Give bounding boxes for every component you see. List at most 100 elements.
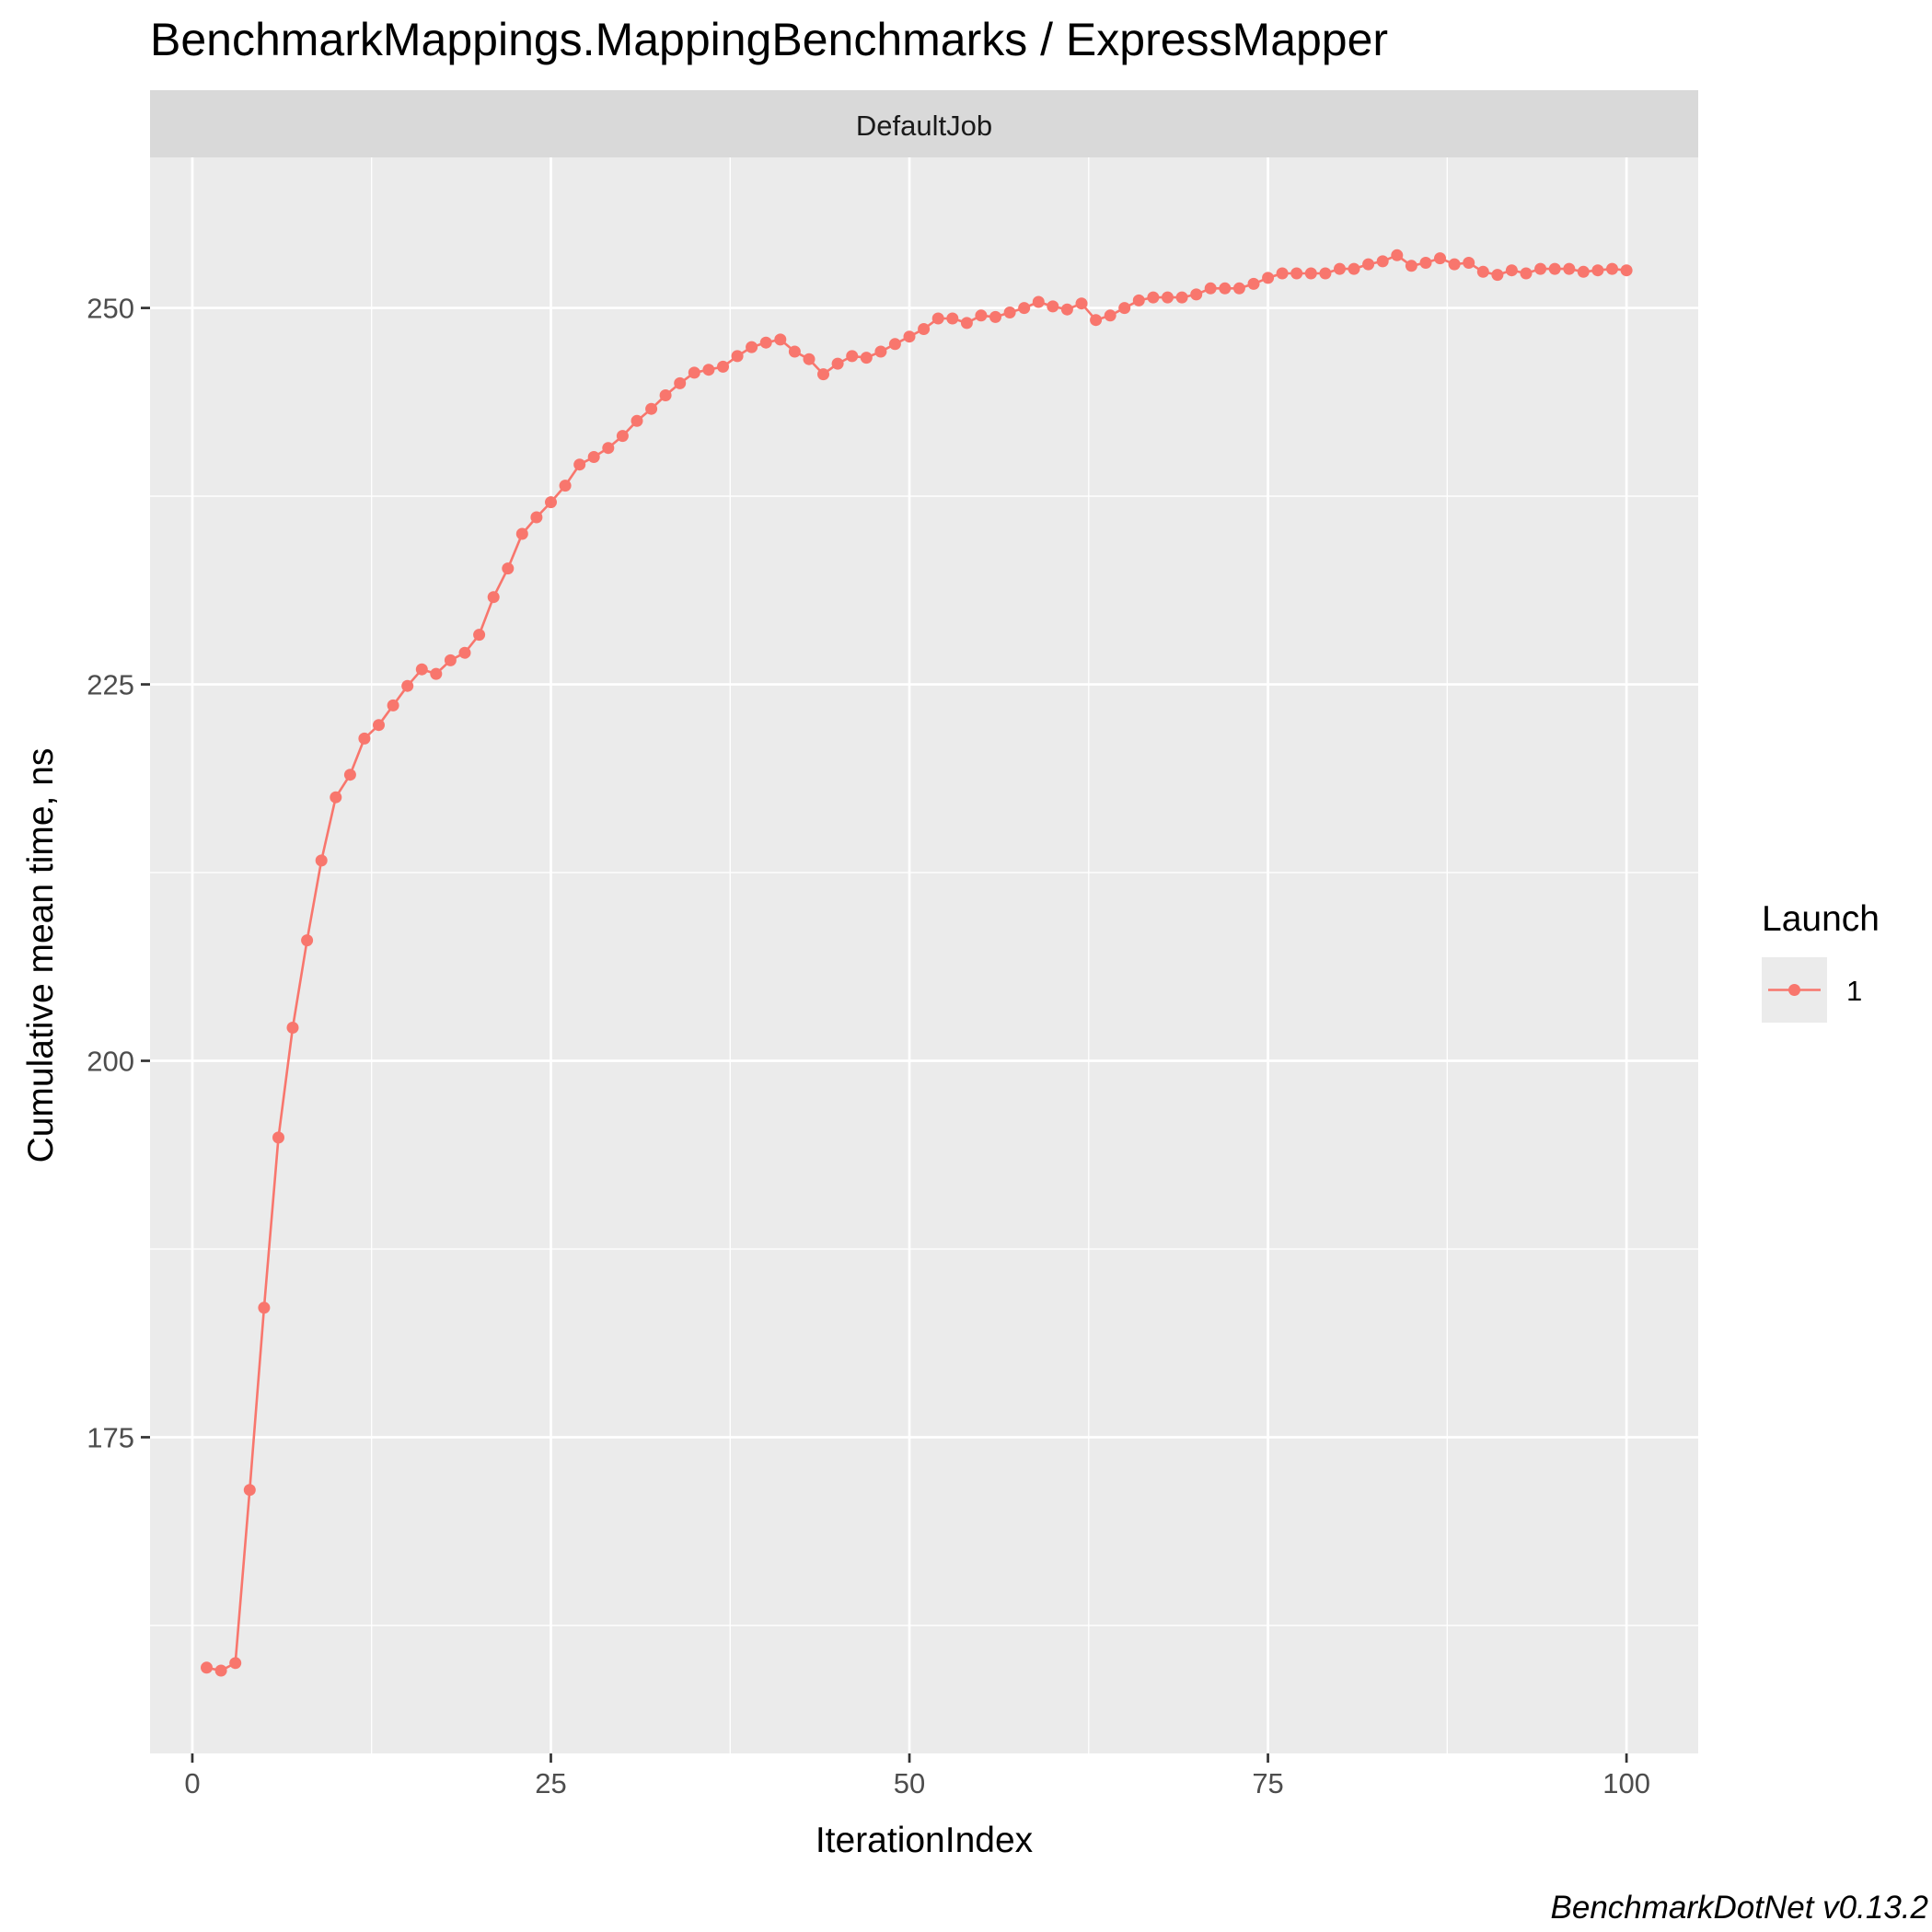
data-point — [373, 719, 385, 732]
data-point — [1104, 309, 1116, 322]
data-point — [931, 312, 944, 325]
data-point — [1118, 302, 1131, 315]
data-point — [387, 699, 399, 711]
data-point — [774, 333, 787, 346]
data-point — [343, 769, 356, 781]
data-point — [1334, 262, 1346, 275]
data-point — [989, 310, 1001, 323]
y-axis-title: Cumulative mean time, ns — [21, 748, 61, 1163]
data-point — [1362, 258, 1375, 271]
data-point — [1290, 267, 1303, 280]
data-point — [1405, 260, 1417, 272]
data-point — [1348, 262, 1360, 275]
data-point — [817, 368, 829, 381]
data-point — [1003, 307, 1016, 318]
legend-key-point — [1788, 984, 1800, 996]
data-point — [201, 1661, 213, 1674]
data-point — [1304, 267, 1317, 280]
x-tick-labels: 0 25 50 75 100 — [184, 1767, 1650, 1799]
data-point — [888, 338, 901, 351]
x-axis-title: IterationIndex — [816, 1821, 1034, 1860]
data-point — [746, 341, 758, 353]
grid-minor — [150, 157, 1698, 1753]
data-point — [1448, 258, 1461, 271]
data-point — [960, 317, 973, 330]
data-point — [1620, 264, 1633, 277]
data-point — [1276, 267, 1289, 280]
data-point — [243, 1484, 256, 1497]
data-point — [559, 480, 572, 492]
data-point — [301, 934, 314, 947]
data-point — [1262, 272, 1275, 284]
data-point — [458, 646, 471, 659]
data-point — [1232, 282, 1245, 295]
facet-strip-label: DefaultJob — [856, 110, 992, 142]
data-point — [587, 451, 600, 463]
data-point — [688, 366, 700, 379]
y-tick-label: 225 — [87, 669, 134, 701]
chart-title: BenchmarkMappings.MappingBenchmarks / Ex… — [150, 14, 1388, 65]
data-point — [1190, 288, 1203, 301]
data-point — [602, 442, 615, 455]
legend-title: Launch — [1762, 899, 1880, 939]
y-tick-label: 200 — [87, 1046, 134, 1078]
data-point — [258, 1301, 271, 1314]
data-point — [1018, 302, 1031, 315]
data-point — [545, 496, 557, 509]
data-point — [502, 562, 515, 575]
data-point — [946, 312, 959, 325]
series-line — [206, 253, 1627, 1672]
y-tick-label: 250 — [87, 293, 134, 325]
data-point — [846, 350, 859, 363]
data-point — [860, 352, 873, 364]
data-point — [674, 376, 687, 389]
data-point — [1147, 291, 1160, 304]
data-point — [1391, 249, 1404, 261]
axis-ticks — [141, 307, 1628, 1763]
data-point — [1032, 295, 1045, 308]
data-point — [1060, 303, 1073, 316]
data-point — [444, 654, 457, 666]
data-point — [286, 1022, 299, 1034]
data-point — [415, 663, 428, 676]
data-point — [1247, 277, 1260, 290]
data-point — [975, 309, 988, 322]
data-point — [903, 330, 916, 343]
data-point — [1319, 267, 1332, 280]
data-point — [759, 336, 772, 349]
y-tick-label: 175 — [87, 1421, 134, 1453]
data-point — [731, 350, 744, 363]
x-tick-label: 75 — [1252, 1767, 1283, 1799]
legend-entry-label: 1 — [1846, 975, 1862, 1007]
data-point — [1563, 262, 1576, 275]
data-point — [918, 323, 931, 335]
data-point — [1219, 282, 1232, 295]
data-point — [487, 591, 500, 604]
data-point — [1520, 267, 1533, 280]
data-point — [874, 345, 887, 358]
data-point — [1548, 262, 1561, 275]
data-point — [631, 414, 643, 427]
data-point — [1090, 314, 1103, 327]
data-point — [1075, 297, 1088, 310]
data-point — [358, 732, 371, 745]
data-point — [530, 511, 543, 524]
data-point — [702, 364, 715, 376]
data-point — [573, 458, 586, 471]
caption: BenchmarkDotNet v0.13.2 — [1551, 1890, 1928, 1926]
data-point — [717, 360, 729, 373]
x-tick-label: 100 — [1602, 1767, 1650, 1799]
data-point — [315, 854, 328, 867]
data-point — [1434, 252, 1446, 265]
data-point — [616, 430, 629, 443]
data-point — [515, 527, 528, 540]
data-point — [1505, 264, 1518, 277]
data-point — [1162, 291, 1174, 304]
data-point — [1476, 265, 1489, 278]
data-point — [430, 667, 443, 680]
data-point — [1376, 255, 1389, 268]
data-point — [831, 357, 844, 370]
data-point — [1606, 262, 1618, 275]
data-point — [659, 389, 672, 401]
data-point — [1463, 257, 1475, 269]
